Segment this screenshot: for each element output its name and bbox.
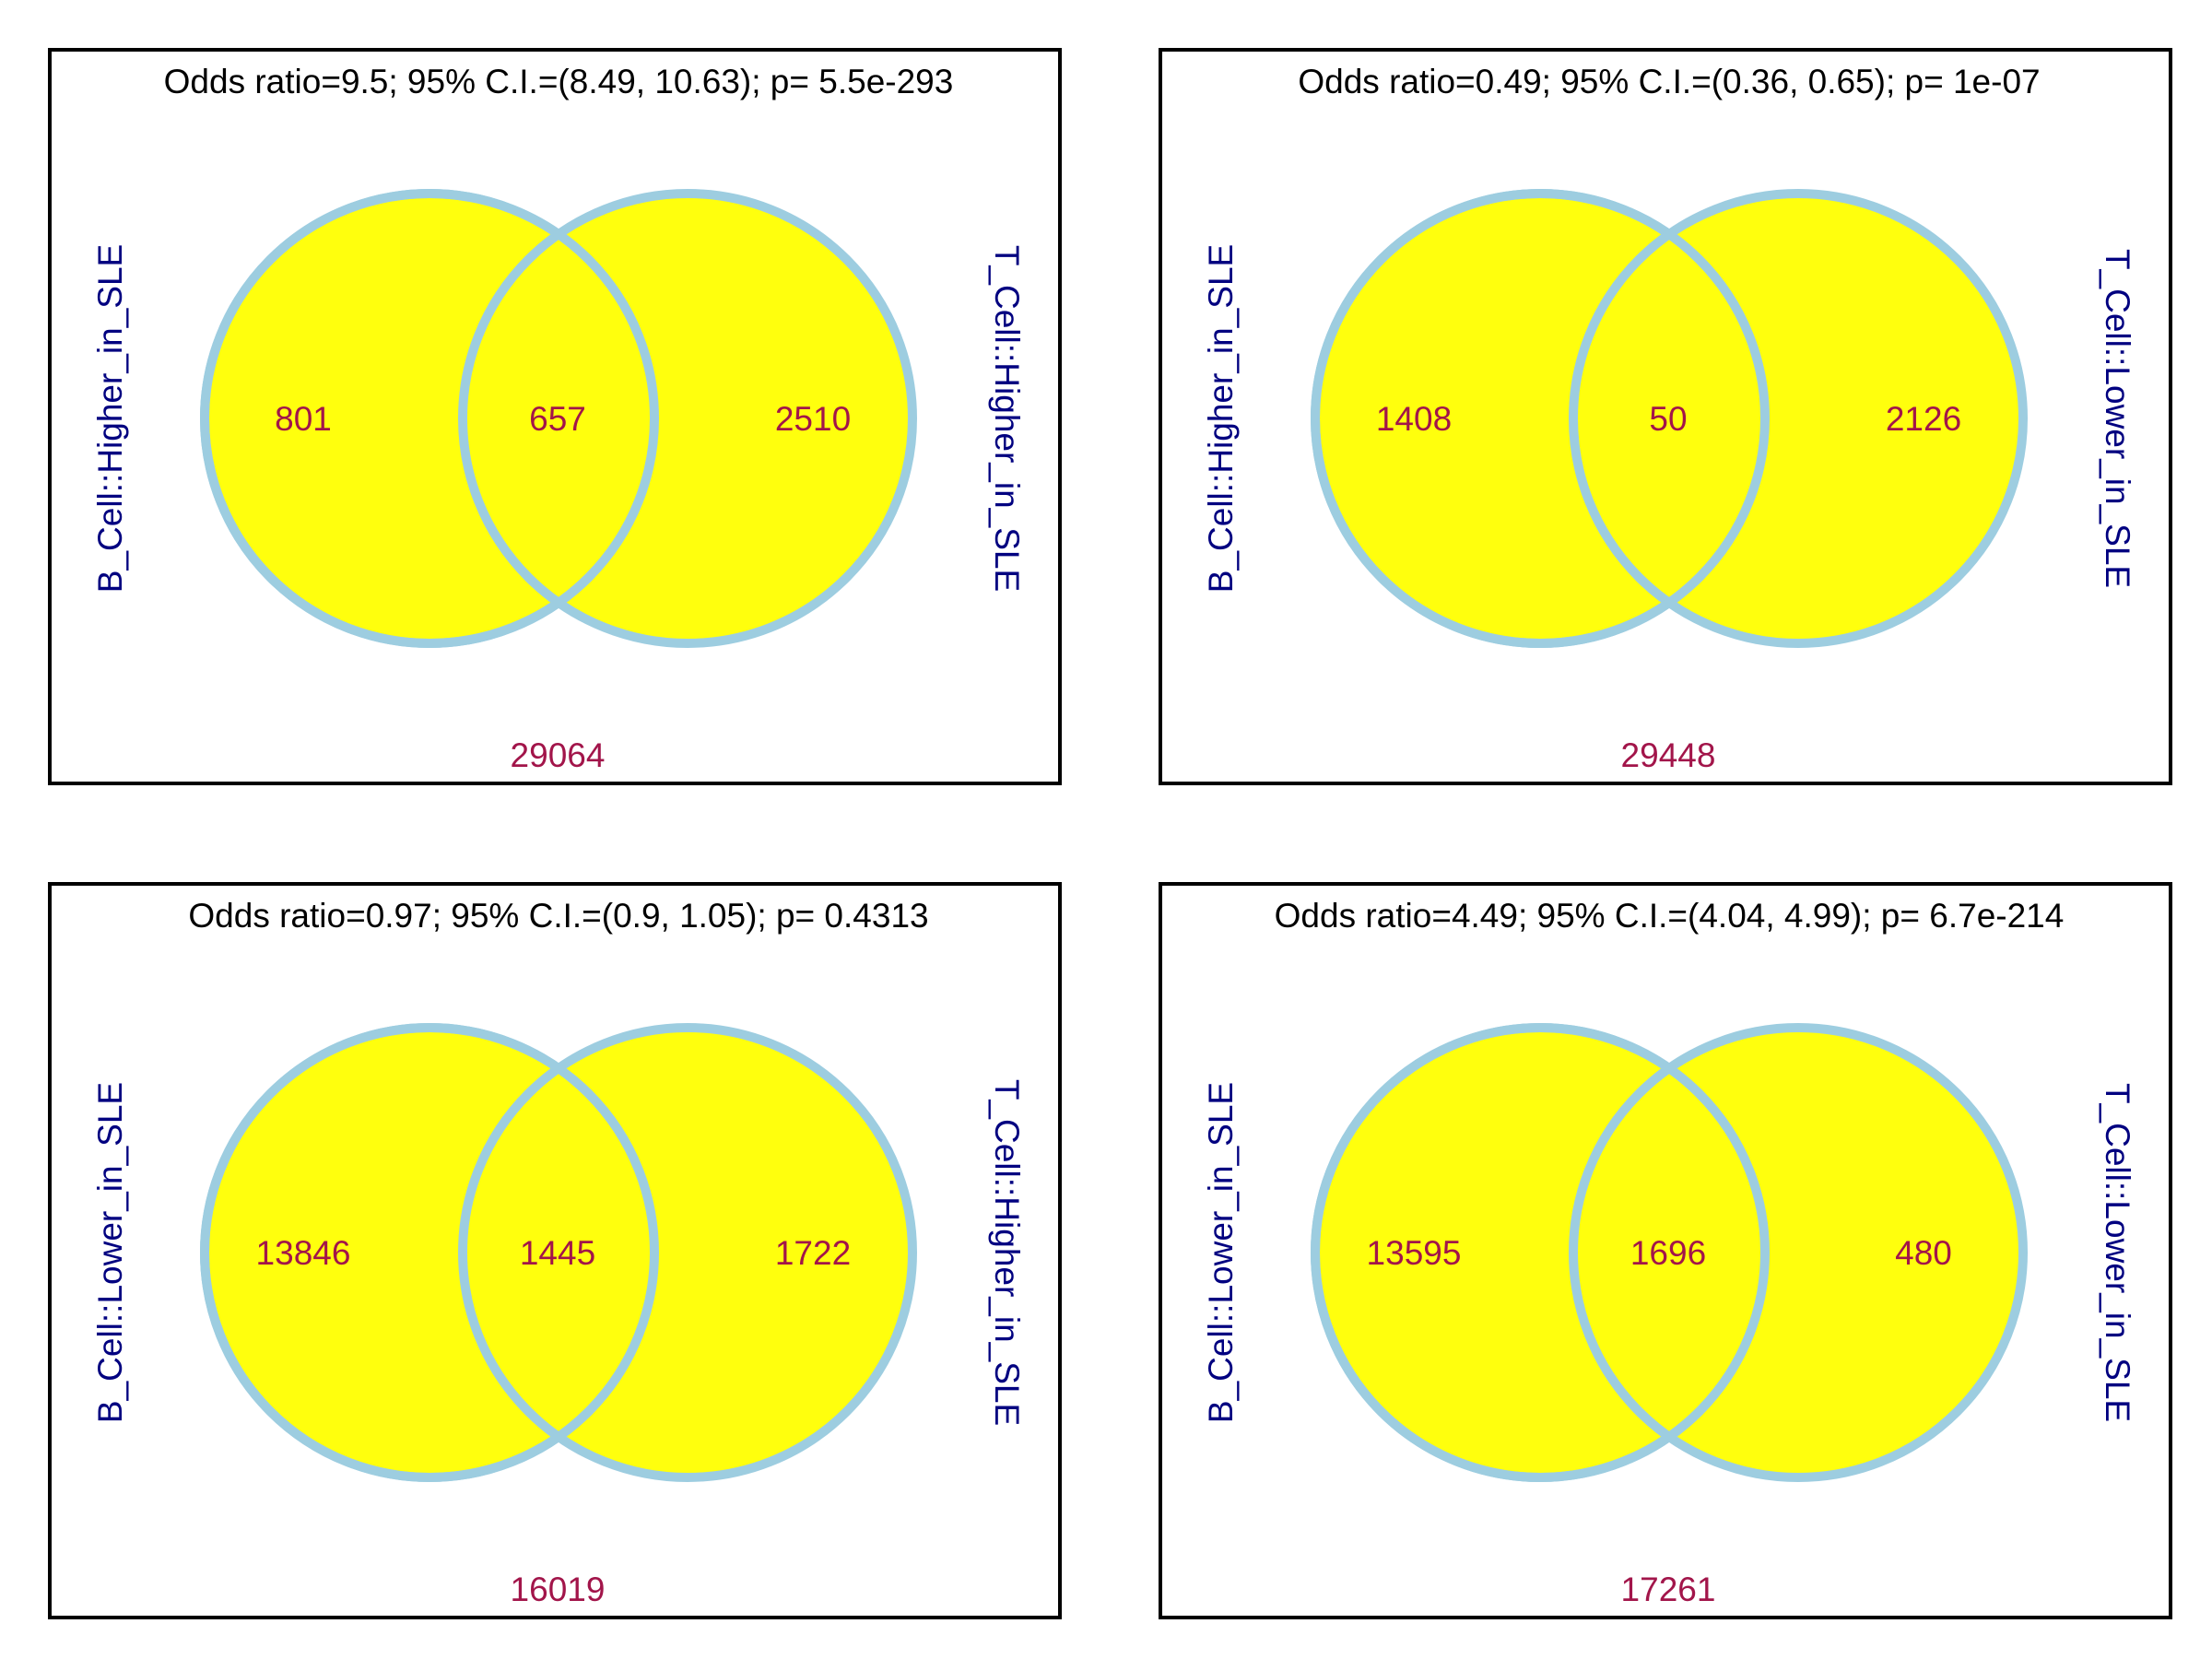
right-set-circle (1569, 1023, 2028, 1482)
outside-count: 17261 (1621, 1571, 1716, 1608)
intersection-count: 1696 (1630, 1234, 1706, 1272)
right-set-circle (1569, 189, 2028, 648)
venn-diagram-1: Odds ratio=9.5; 95% C.I.=(8.49, 10.63); … (91, 63, 1026, 774)
right-set-label: T_Cell::Higher_in_SLE (988, 245, 1026, 592)
left-only-count: 1408 (1376, 400, 1452, 438)
intersection-count: 50 (1649, 400, 1687, 438)
left-only-count: 13595 (1367, 1234, 1462, 1272)
left-only-count: 13846 (256, 1234, 351, 1272)
right-set-circle (458, 189, 917, 648)
stat-title: Odds ratio=4.49; 95% C.I.=(4.04, 4.99); … (1275, 897, 2065, 935)
left-only-count: 801 (275, 400, 332, 438)
left-set-label: B_Cell::Higher_in_SLE (1202, 244, 1240, 593)
right-set-label: T_Cell::Lower_in_SLE (2099, 1083, 2136, 1422)
stat-title: Odds ratio=9.5; 95% C.I.=(8.49, 10.63); … (164, 63, 954, 100)
left-set-outline (1311, 1023, 1770, 1482)
left-set-label: B_Cell::Lower_in_SLE (1202, 1082, 1240, 1423)
left-set-outline (200, 189, 659, 648)
right-only-count: 2510 (775, 400, 851, 438)
venn-panel-2: Odds ratio=0.49; 95% C.I.=(0.36, 0.65); … (1159, 48, 2172, 785)
venn-diagram-3: Odds ratio=0.97; 95% C.I.=(0.9, 1.05); p… (91, 897, 1026, 1608)
left-set-label: B_Cell::Lower_in_SLE (91, 1082, 129, 1423)
left-set-outline (200, 1023, 659, 1482)
intersection-count: 657 (529, 400, 586, 438)
left-set-outline (1311, 189, 1770, 648)
venn-panel-4: Odds ratio=4.49; 95% C.I.=(4.04, 4.99); … (1159, 882, 2172, 1619)
right-only-count: 2126 (1886, 400, 1961, 438)
left-set-label: B_Cell::Higher_in_SLE (91, 244, 129, 593)
right-set-label: T_Cell::Lower_in_SLE (2099, 249, 2136, 588)
outside-count: 16019 (511, 1571, 606, 1608)
stat-title: Odds ratio=0.49; 95% C.I.=(0.36, 0.65); … (1298, 63, 2040, 100)
right-set-label: T_Cell::Higher_in_SLE (988, 1079, 1026, 1426)
outside-count: 29064 (511, 736, 606, 774)
right-only-count: 1722 (775, 1234, 851, 1272)
outside-count: 29448 (1621, 736, 1716, 774)
intersection-count: 1445 (520, 1234, 595, 1272)
venn-panel-3: Odds ratio=0.97; 95% C.I.=(0.9, 1.05); p… (48, 882, 1062, 1619)
venn-diagram-2: Odds ratio=0.49; 95% C.I.=(0.36, 0.65); … (1202, 63, 2136, 774)
venn-panel-1: Odds ratio=9.5; 95% C.I.=(8.49, 10.63); … (48, 48, 1062, 785)
right-only-count: 480 (1895, 1234, 1952, 1272)
venn-diagram-4: Odds ratio=4.49; 95% C.I.=(4.04, 4.99); … (1202, 897, 2136, 1608)
right-set-circle (458, 1023, 917, 1482)
stat-title: Odds ratio=0.97; 95% C.I.=(0.9, 1.05); p… (188, 897, 928, 935)
